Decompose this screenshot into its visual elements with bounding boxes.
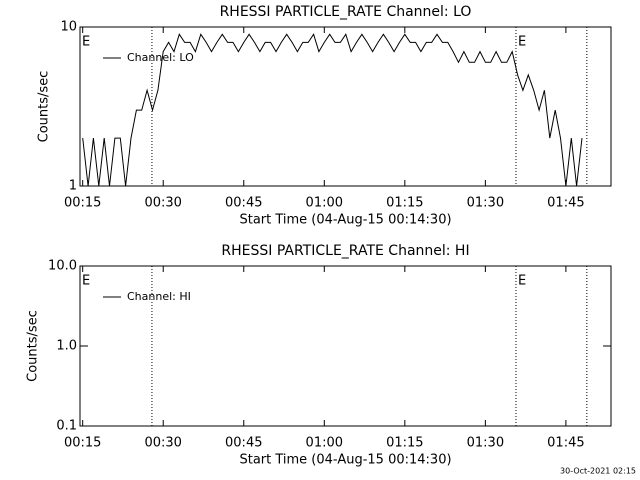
data-line <box>82 33 583 187</box>
chart-title: RHESSI PARTICLE_RATE Channel: LO <box>220 4 472 20</box>
footer-timestamp: 30-Oct-2021 02:15 <box>560 467 636 476</box>
y-tick-label: 1.0 <box>56 339 77 354</box>
plot-frame <box>79 26 612 187</box>
x-axis-label: Start Time (04-Aug-15 00:14:30) <box>239 453 451 468</box>
x-tick-label: 01:00 <box>306 436 343 451</box>
x-tick-label: 01:15 <box>386 436 423 451</box>
annotation: E <box>518 35 526 50</box>
y-axis-label: Counts/sec <box>37 71 52 143</box>
y-tick-label: 10 <box>60 20 77 35</box>
annotation: E <box>518 274 526 289</box>
x-tick-label: 01:45 <box>547 436 584 451</box>
x-tick-label: 00:15 <box>64 196 101 211</box>
x-tick-label: 01:30 <box>467 436 504 451</box>
legend-label: Channel: LO <box>127 51 194 64</box>
x-tick-label: 00:30 <box>144 436 181 451</box>
x-tick-label: 01:30 <box>467 196 504 211</box>
annotation: E <box>82 274 90 289</box>
x-tick-label: 01:15 <box>386 196 423 211</box>
legend-label: Channel: HI <box>127 290 191 303</box>
y-tick-label: 0.1 <box>56 419 77 434</box>
y-tick-label: 1 <box>69 179 77 194</box>
y-axis-label: Counts/sec <box>26 310 41 382</box>
x-tick-label: 00:15 <box>64 436 101 451</box>
x-tick-label: 00:45 <box>225 436 262 451</box>
x-axis-label: Start Time (04-Aug-15 00:14:30) <box>239 213 451 228</box>
x-tick-label: 01:00 <box>306 196 343 211</box>
y-tick-label: 10.0 <box>48 259 77 274</box>
chart-title: RHESSI PARTICLE_RATE Channel: HI <box>221 243 469 259</box>
annotation: E <box>82 35 90 50</box>
x-tick-label: 01:45 <box>547 196 584 211</box>
x-tick-label: 00:30 <box>144 196 181 211</box>
x-tick-label: 00:45 <box>225 196 262 211</box>
